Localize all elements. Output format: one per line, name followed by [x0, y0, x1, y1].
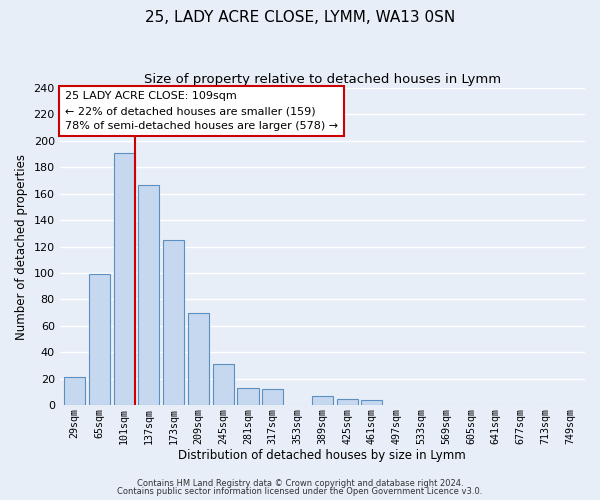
Title: Size of property relative to detached houses in Lymm: Size of property relative to detached ho…	[144, 72, 501, 86]
Bar	[312, 396, 333, 405]
Bar	[262, 390, 283, 405]
Text: 25, LADY ACRE CLOSE, LYMM, WA13 0SN: 25, LADY ACRE CLOSE, LYMM, WA13 0SN	[145, 10, 455, 25]
Text: Contains public sector information licensed under the Open Government Licence v3: Contains public sector information licen…	[118, 487, 482, 496]
X-axis label: Distribution of detached houses by size in Lymm: Distribution of detached houses by size …	[178, 450, 466, 462]
Bar	[337, 398, 358, 405]
Bar	[188, 312, 209, 405]
Bar	[113, 153, 134, 405]
Bar	[212, 364, 234, 405]
Bar	[361, 400, 382, 405]
Text: 25 LADY ACRE CLOSE: 109sqm
← 22% of detached houses are smaller (159)
78% of sem: 25 LADY ACRE CLOSE: 109sqm ← 22% of deta…	[65, 91, 338, 131]
Bar	[89, 274, 110, 405]
Text: Contains HM Land Registry data © Crown copyright and database right 2024.: Contains HM Land Registry data © Crown c…	[137, 478, 463, 488]
Bar	[139, 184, 160, 405]
Bar	[64, 378, 85, 405]
Bar	[163, 240, 184, 405]
Bar	[238, 388, 259, 405]
Y-axis label: Number of detached properties: Number of detached properties	[15, 154, 28, 340]
